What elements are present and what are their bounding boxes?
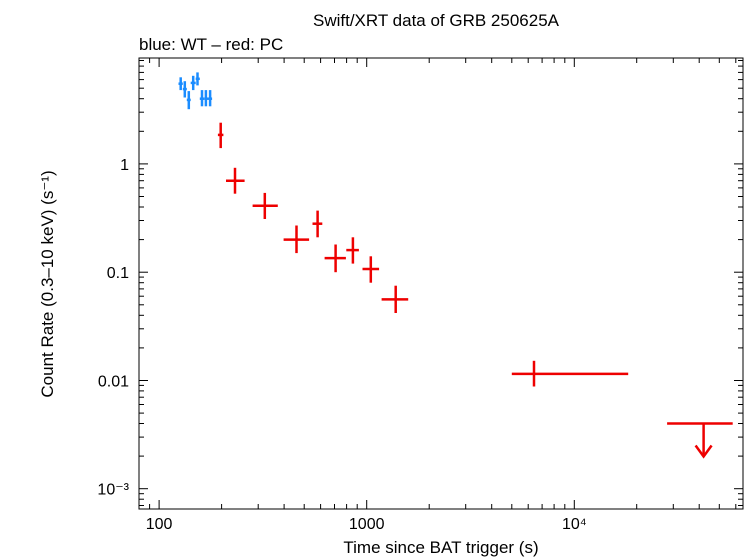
- x-tick-label: 1000: [349, 516, 385, 533]
- x-tick-label: 100: [146, 516, 173, 533]
- data-point: [204, 90, 208, 107]
- chart-subtitle: blue: WT – red: PC: [139, 35, 283, 54]
- x-axis-label: Time since BAT trigger (s): [343, 538, 538, 557]
- y-tick-label: 1: [120, 157, 129, 174]
- data-point: [178, 77, 183, 91]
- y-axis-label: Count Rate (0.3–10 keV) (s⁻¹): [38, 170, 57, 397]
- data-point: [346, 237, 359, 264]
- data-point: [324, 244, 346, 273]
- data-point: [362, 256, 380, 283]
- data-point: [199, 90, 205, 107]
- x-tick-label: 10⁴: [562, 516, 587, 533]
- data-point: [252, 192, 278, 219]
- data-series: [178, 72, 733, 459]
- data-point: [381, 285, 409, 313]
- y-tick-label: 10⁻³: [97, 482, 129, 499]
- upper-limit-arrow: [694, 444, 713, 459]
- series-wt: [178, 72, 213, 110]
- series-pc: [217, 122, 629, 387]
- y-tick-label: 0.1: [107, 265, 129, 282]
- data-point: [190, 75, 196, 91]
- data-point: [312, 210, 323, 238]
- data-point: [283, 225, 310, 254]
- data-point: [208, 90, 213, 107]
- chart-title: Swift/XRT data of GRB 250625A: [313, 11, 560, 30]
- data-point: [195, 72, 200, 86]
- plot-frame: [138, 57, 744, 510]
- y-tick-label: 0.01: [98, 374, 129, 391]
- upper-limit: [667, 422, 733, 459]
- axis-ticks: [138, 58, 743, 509]
- data-point: [226, 167, 245, 194]
- data-point: [186, 91, 191, 110]
- data-point: [182, 81, 187, 98]
- data-point: [511, 360, 629, 387]
- x-tick-labels: 100 1000 10⁴: [146, 516, 587, 533]
- y-tick-labels: 1 0.1 0.01 10⁻³: [97, 157, 129, 499]
- data-point: [217, 122, 224, 149]
